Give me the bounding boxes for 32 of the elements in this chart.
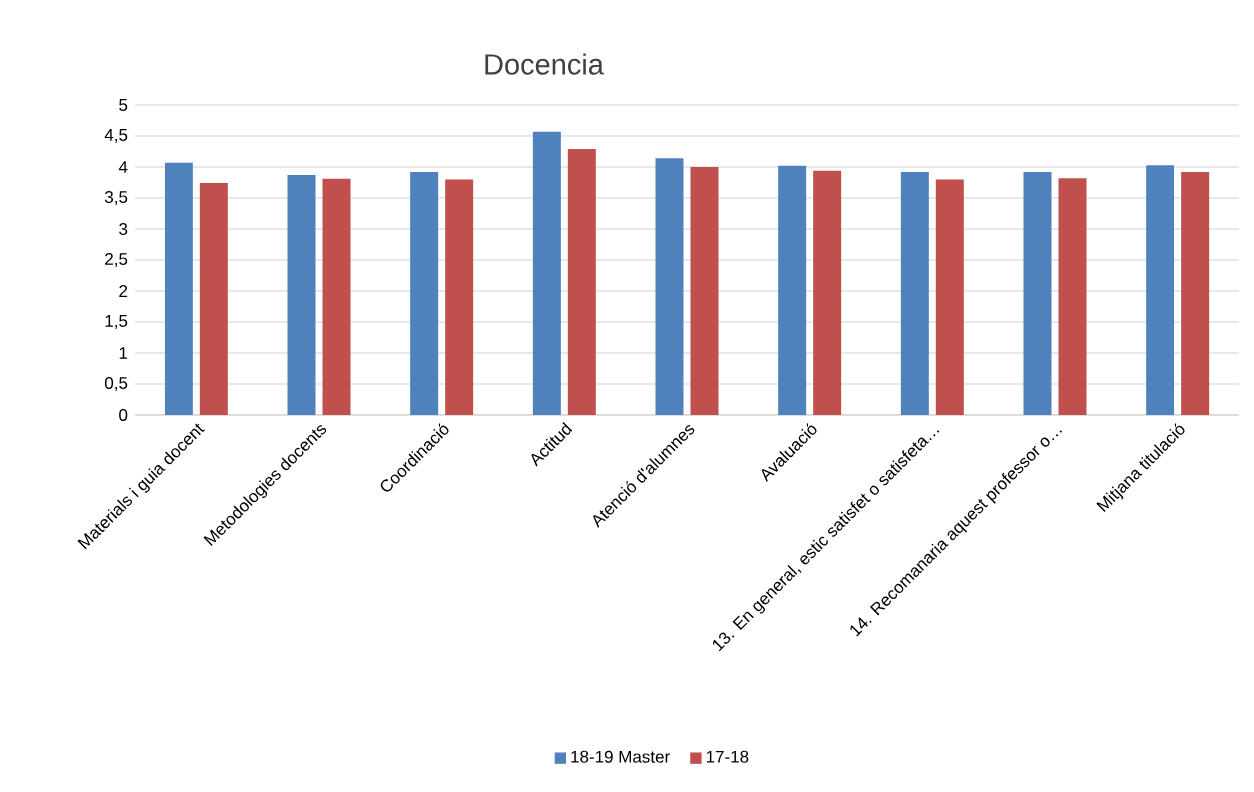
bar (1058, 178, 1087, 415)
legend-label: 18-19 Master (571, 750, 670, 763)
y-tick-label: 4,5 (104, 129, 128, 143)
bar (532, 131, 561, 415)
bar (287, 175, 316, 415)
y-tick-label: 3,5 (104, 190, 128, 206)
y-tick-label: 2 (119, 285, 128, 297)
bar (690, 167, 719, 415)
bar (164, 162, 193, 415)
bar (1181, 171, 1210, 415)
bar (900, 171, 929, 415)
bar (445, 179, 474, 415)
bar (1023, 171, 1052, 415)
bar (410, 171, 439, 415)
y-tick-label: 1 (119, 347, 128, 359)
legend-label: 17-18 (706, 750, 749, 763)
bar (567, 149, 596, 415)
y-tick-label: 4 (118, 161, 128, 173)
chart-title: Docencia (485, 53, 604, 75)
y-tick-label: 0,5 (104, 376, 128, 391)
y-tick-label: 1,5 (105, 315, 128, 329)
bar (655, 158, 684, 415)
y-tick-label: 0 (119, 408, 128, 421)
bar (1146, 165, 1175, 415)
y-tick-label: 3 (119, 222, 128, 235)
y-tick-label: 5 (119, 99, 128, 111)
bar (935, 179, 964, 415)
bar (778, 165, 807, 415)
y-tick-label: 2,5 (105, 252, 128, 267)
bar (813, 170, 842, 415)
bar (199, 183, 228, 415)
bar (322, 178, 351, 415)
